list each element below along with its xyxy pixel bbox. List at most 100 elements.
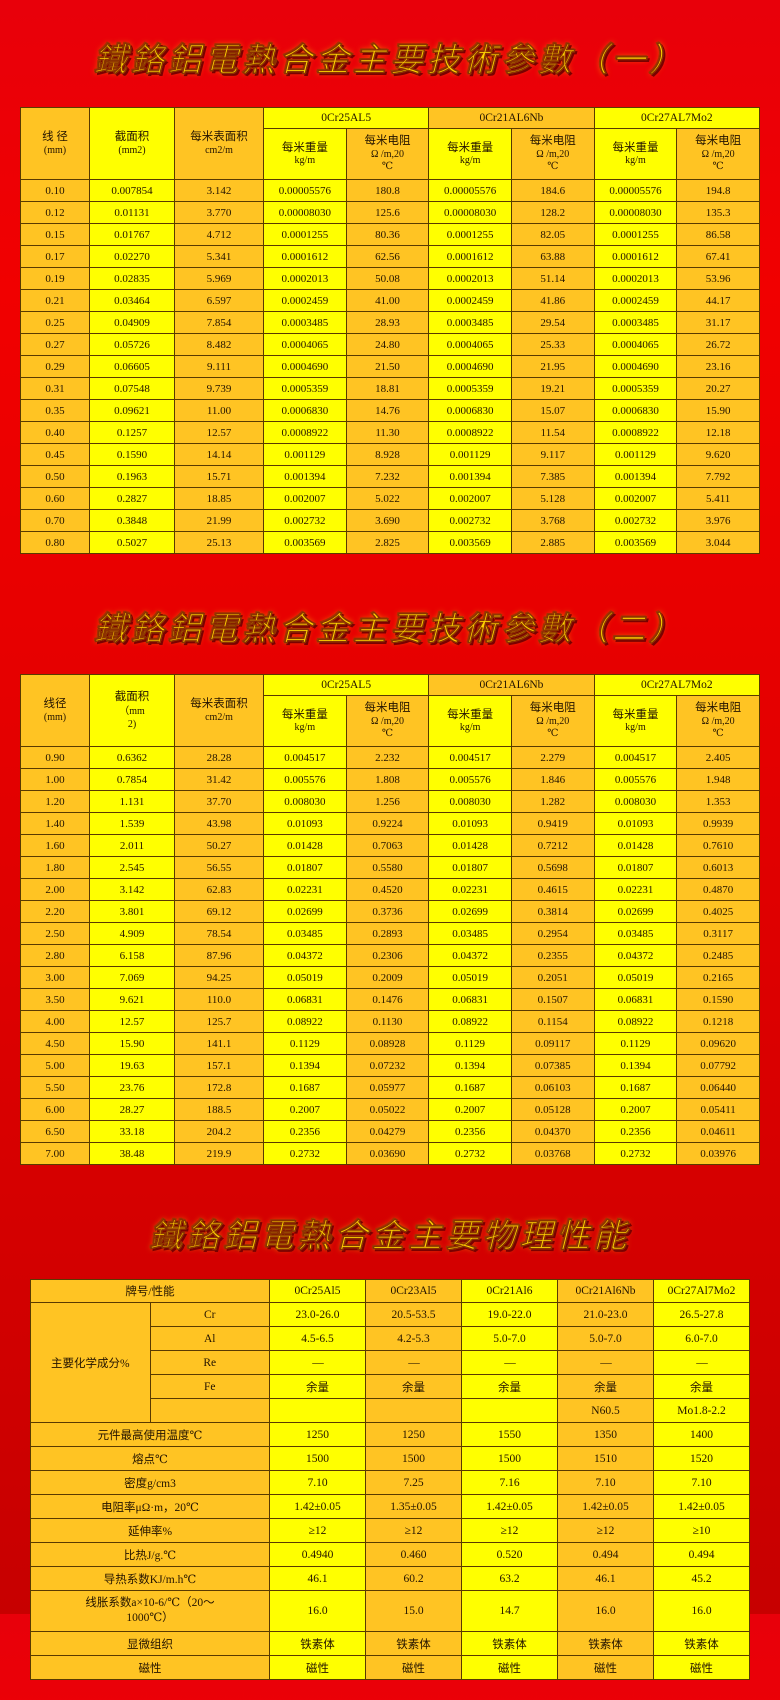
cell-r12-c7: 0.001129 xyxy=(593,443,678,466)
composition-element-label-2: Re xyxy=(149,1350,270,1375)
col-header-lead-1: 截面积 （mm 2) xyxy=(89,674,175,747)
property-cell-r1-c0: 1500 xyxy=(269,1446,366,1471)
cell-r3-c3: 0.01093 xyxy=(263,812,347,835)
cell-r2-c5: 0.0001255 xyxy=(428,223,512,246)
cell-r2-c6: 82.05 xyxy=(510,223,595,246)
cell-r1-c6: 1.846 xyxy=(510,768,595,791)
cell-r9-c2: 9.739 xyxy=(174,377,264,400)
cell-r13-c6: 7.385 xyxy=(510,465,595,488)
cell-r7-c5: 0.0004065 xyxy=(428,333,512,356)
cell-r3-c8: 67.41 xyxy=(676,245,760,268)
cell-r8-c4: 0.2893 xyxy=(345,922,430,945)
property-row: 延伸率% ≥12 ≥12 ≥12 ≥12 ≥10 xyxy=(30,1518,750,1543)
cell-r5-c0: 1.80 xyxy=(20,856,90,879)
cell-r11-c2: 110.0 xyxy=(174,988,264,1011)
table-row: 6.00 28.27 188.5 0.2007 0.05022 0.2007 0.05128… xyxy=(20,1098,760,1121)
property-label-3: 电阻率μΩ·m，20℃ xyxy=(30,1494,270,1519)
cell-r15-c7: 0.002732 xyxy=(593,509,678,532)
alloy-group-header-1: 0Cr21AL6Nb xyxy=(428,674,595,696)
col-header-sub-0-0: 每米重量 kg/m xyxy=(263,128,347,180)
cell-r14-c1: 19.63 xyxy=(89,1054,175,1077)
cell-r12-c0: 4.00 xyxy=(20,1010,90,1033)
cell-r17-c8: 0.04611 xyxy=(676,1120,760,1143)
cell-r7-c2: 8.482 xyxy=(174,333,264,356)
cell-r10-c4: 14.76 xyxy=(345,399,430,422)
expansion-cell-c2: 14.7 xyxy=(461,1590,558,1632)
cell-r10-c1: 7.069 xyxy=(89,966,175,989)
cell-r14-c5: 0.1394 xyxy=(428,1054,512,1077)
property-cell-r6-c2: 63.2 xyxy=(461,1566,558,1591)
tail-cell-r0-c3: 铁素体 xyxy=(557,1631,654,1656)
cell-r14-c0: 0.60 xyxy=(20,487,90,510)
cell-r15-c3: 0.1687 xyxy=(263,1076,347,1099)
property-cell-r2-c0: 7.10 xyxy=(269,1470,366,1495)
table-row: 0.15 0.01767 4.712 0.0001255 80.36 0.0001255 8… xyxy=(20,223,760,246)
cell-r11-c7: 0.06831 xyxy=(593,988,678,1011)
cell-r8-c6: 0.2954 xyxy=(510,922,595,945)
composition-cell-r2-c3: — xyxy=(557,1350,654,1375)
cell-r2-c3: 0.008030 xyxy=(263,790,347,813)
cell-r5-c6: 41.86 xyxy=(510,289,595,312)
property-cell-r6-c3: 46.1 xyxy=(557,1566,654,1591)
cell-r17-c3: 0.2356 xyxy=(263,1120,347,1143)
property-cell-r0-c2: 1550 xyxy=(461,1422,558,1447)
cell-r12-c8: 9.620 xyxy=(676,443,760,466)
col-header-sub-2-0: 每米重量 kg/m xyxy=(593,695,678,747)
cell-r5-c4: 0.5580 xyxy=(345,856,430,879)
cell-r17-c2: 204.2 xyxy=(174,1120,264,1143)
cell-r6-c2: 62.83 xyxy=(174,878,264,901)
composition-cell-r3-c0: 余量 xyxy=(269,1374,366,1399)
table-row: 5.00 19.63 157.1 0.1394 0.07232 0.1394 0.07385… xyxy=(20,1054,760,1077)
tail-cell-r0-c1: 铁素体 xyxy=(365,1631,462,1656)
cell-r11-c2: 12.57 xyxy=(174,421,264,444)
table-row: 2.50 4.909 78.54 0.03485 0.2893 0.03485 0.2954… xyxy=(20,922,760,945)
property-cell-r2-c1: 7.25 xyxy=(365,1470,462,1495)
cell-r4-c6: 0.7212 xyxy=(510,834,595,857)
cell-r6-c4: 28.93 xyxy=(345,311,430,334)
cell-r12-c6: 0.1154 xyxy=(510,1010,595,1033)
cell-r2-c0: 0.15 xyxy=(20,223,90,246)
cell-r15-c5: 0.002732 xyxy=(428,509,512,532)
cell-r4-c6: 51.14 xyxy=(510,267,595,290)
cell-r12-c4: 8.928 xyxy=(345,443,430,466)
composition-cell-r0-c0: 23.0-26.0 xyxy=(269,1302,366,1327)
expansion-label: 线胀系数a×10-6/℃（20～ 1000℃） xyxy=(30,1590,270,1632)
composition-cell-r2-c2: — xyxy=(461,1350,558,1375)
cell-r7-c3: 0.02699 xyxy=(263,900,347,923)
table-header-row: 牌号/性能 0Cr25Al5 0Cr23Al5 0Cr21Al6 0Cr21Al6Nb 0… xyxy=(30,1279,750,1303)
cell-r3-c7: 0.01093 xyxy=(593,812,678,835)
cell-r0-c8: 2.405 xyxy=(676,746,760,769)
cell-r18-c8: 0.03976 xyxy=(676,1142,760,1165)
cell-r8-c8: 0.3117 xyxy=(676,922,760,945)
cell-r11-c7: 0.0008922 xyxy=(593,421,678,444)
table-row: 0.45 0.1590 14.14 0.001129 8.928 0.001129 9.11… xyxy=(20,443,760,466)
cell-r16-c8: 0.05411 xyxy=(676,1098,760,1121)
cell-r3-c2: 43.98 xyxy=(174,812,264,835)
table-row: 0.19 0.02835 5.969 0.0002013 50.08 0.0002013 5… xyxy=(20,267,760,290)
cell-r3-c0: 0.17 xyxy=(20,245,90,268)
composition-cell-r3-c2: 余量 xyxy=(461,1374,558,1399)
cell-r0-c4: 2.232 xyxy=(345,746,430,769)
cell-r7-c0: 2.20 xyxy=(20,900,90,923)
cell-r1-c7: 0.005576 xyxy=(593,768,678,791)
cell-r0-c7: 0.004517 xyxy=(593,746,678,769)
col-header-sub-1-1: 每米电阻 Ω /m,20 ℃ xyxy=(510,128,595,180)
cell-r2-c2: 4.712 xyxy=(174,223,264,246)
cell-r8-c7: 0.0004690 xyxy=(593,355,678,378)
cell-r7-c6: 25.33 xyxy=(510,333,595,356)
composition-row: Fe 余量 余量 余量 余量 余量 xyxy=(31,1374,750,1399)
property-cell-r5-c3: 0.494 xyxy=(557,1542,654,1567)
property-cell-r5-c0: 0.4940 xyxy=(269,1542,366,1567)
composition-cell-r2-c4: — xyxy=(653,1350,750,1375)
cell-r4-c5: 0.0002013 xyxy=(428,267,512,290)
cell-r14-c4: 0.07232 xyxy=(345,1054,430,1077)
table-3-wrapper: 牌号/性能 0Cr25Al5 0Cr23Al5 0Cr21Al6 0Cr21Al6Nb 0… xyxy=(0,1279,780,1680)
table-row: 2.20 3.801 69.12 0.02699 0.3736 0.02699 0.3814… xyxy=(20,900,760,923)
tech-params-table-2: 线径 (mm) 截面积 （mm 2) 每米表面积 cm2/m 0Cr25AL5 0Cr21AL6… xyxy=(20,674,761,1165)
cell-r10-c0: 0.35 xyxy=(20,399,90,422)
property-cell-r0-c3: 1350 xyxy=(557,1422,654,1447)
cell-r8-c4: 21.50 xyxy=(345,355,430,378)
cell-r3-c2: 5.341 xyxy=(174,245,264,268)
cell-r6-c6: 29.54 xyxy=(510,311,595,334)
cell-r5-c7: 0.01807 xyxy=(593,856,678,879)
